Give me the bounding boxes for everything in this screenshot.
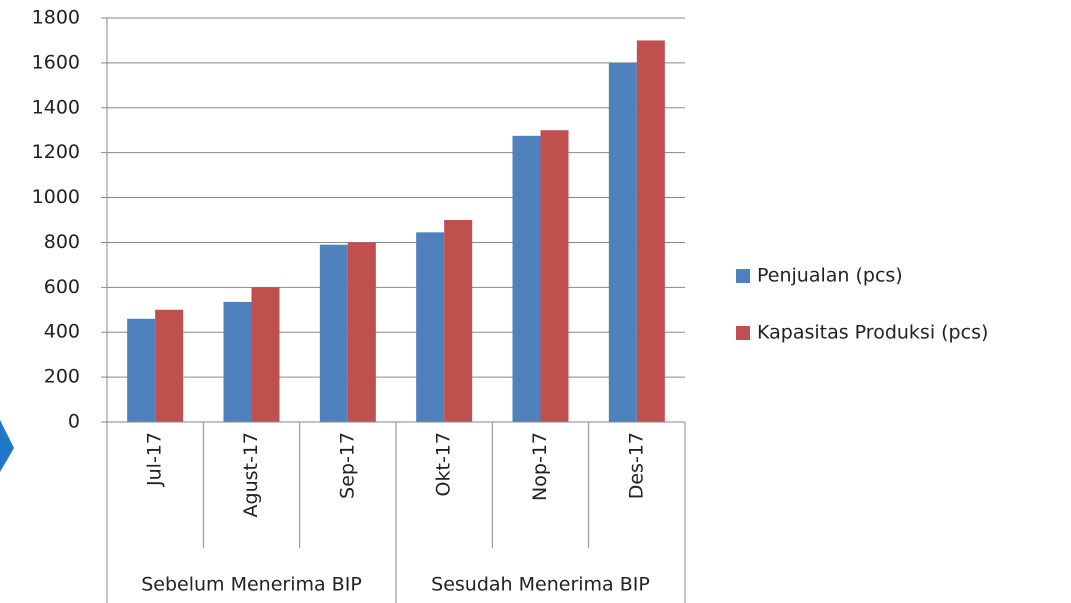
bar [444,220,473,422]
bar [127,318,156,422]
y-tick-label: 400 [44,321,80,343]
x-tick-label: Des-17 [625,432,647,499]
y-tick-label: 600 [44,276,80,298]
bar [540,130,569,422]
bar [319,244,348,422]
y-tick-label: 1000 [32,186,80,208]
legend-swatch [736,269,750,283]
x-tick-label: Agust-17 [240,432,262,517]
group-label: Sesudah Menerima BIP [431,574,650,596]
y-tick-label: 800 [44,231,80,253]
bar [223,301,252,422]
x-tick-label: Nop-17 [529,432,551,501]
legend-label: Penjualan (pcs) [757,265,903,287]
bar [347,242,376,422]
legend-swatch [736,326,750,340]
y-tick-label: 1600 [32,51,80,73]
bar [155,309,184,422]
y-tick-label: 0 [68,411,80,433]
bar [512,135,541,423]
y-tick-label: 1400 [32,96,80,118]
bar [416,232,445,422]
x-tick-label: Okt-17 [433,432,455,496]
x-tick-label: Sep-17 [336,432,358,499]
bar [251,287,280,422]
group-label: Sebelum Menerima BIP [141,574,362,596]
x-tick-label: Jul-17 [144,432,166,487]
y-tick-label: 1200 [32,141,80,163]
y-tick-label: 1800 [32,7,80,29]
bar [608,62,637,423]
decoration [0,420,14,472]
y-tick-label: 200 [44,366,80,388]
bar [636,40,665,422]
legend-label: Kapasitas Produksi (pcs) [757,322,988,344]
